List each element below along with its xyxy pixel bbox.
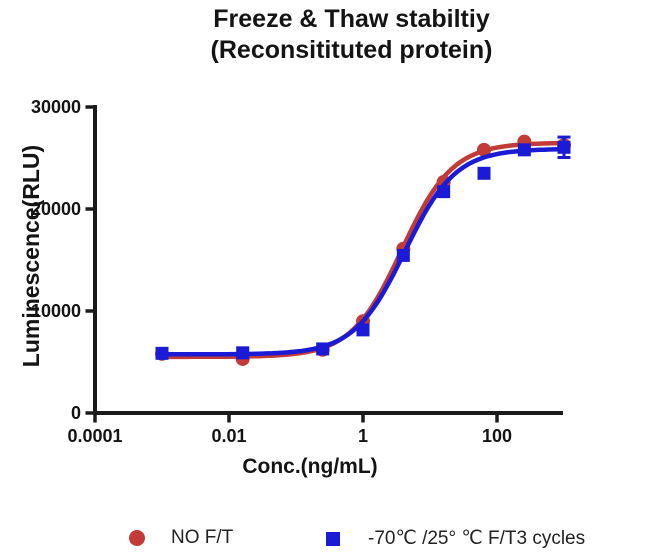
data-point-square [477, 166, 491, 180]
series-1-curve [159, 146, 567, 357]
x-tick-label: 100 [482, 426, 512, 446]
data-point-square [517, 143, 531, 157]
y-tick-label: 0 [71, 403, 81, 423]
data-point-square [557, 140, 571, 154]
y-tick-label: 20000 [31, 199, 81, 219]
y-tick-label: 30000 [31, 97, 81, 117]
data-point-circle [477, 142, 492, 157]
data-point-square [316, 342, 330, 356]
x-tick-label: 0.0001 [67, 426, 122, 446]
data-point-square [396, 248, 410, 262]
chart-title: Freeze & Thaw stabiltiy (Reconsitituted … [40, 4, 663, 66]
x-tick-label: 0.01 [211, 426, 246, 446]
data-point-square [155, 346, 169, 360]
y-tick-label: 10000 [31, 301, 81, 321]
chart-title-line2: (Reconsitituted protein) [210, 36, 493, 64]
x-axis-label: Conc.(ng/mL) [242, 455, 378, 478]
chart-title-line1: Freeze & Thaw stabiltiy [213, 5, 490, 33]
x-tick-label: 1 [358, 426, 368, 446]
data-point-square [236, 346, 250, 360]
data-point-square [437, 185, 451, 199]
data-point-square [356, 323, 370, 337]
